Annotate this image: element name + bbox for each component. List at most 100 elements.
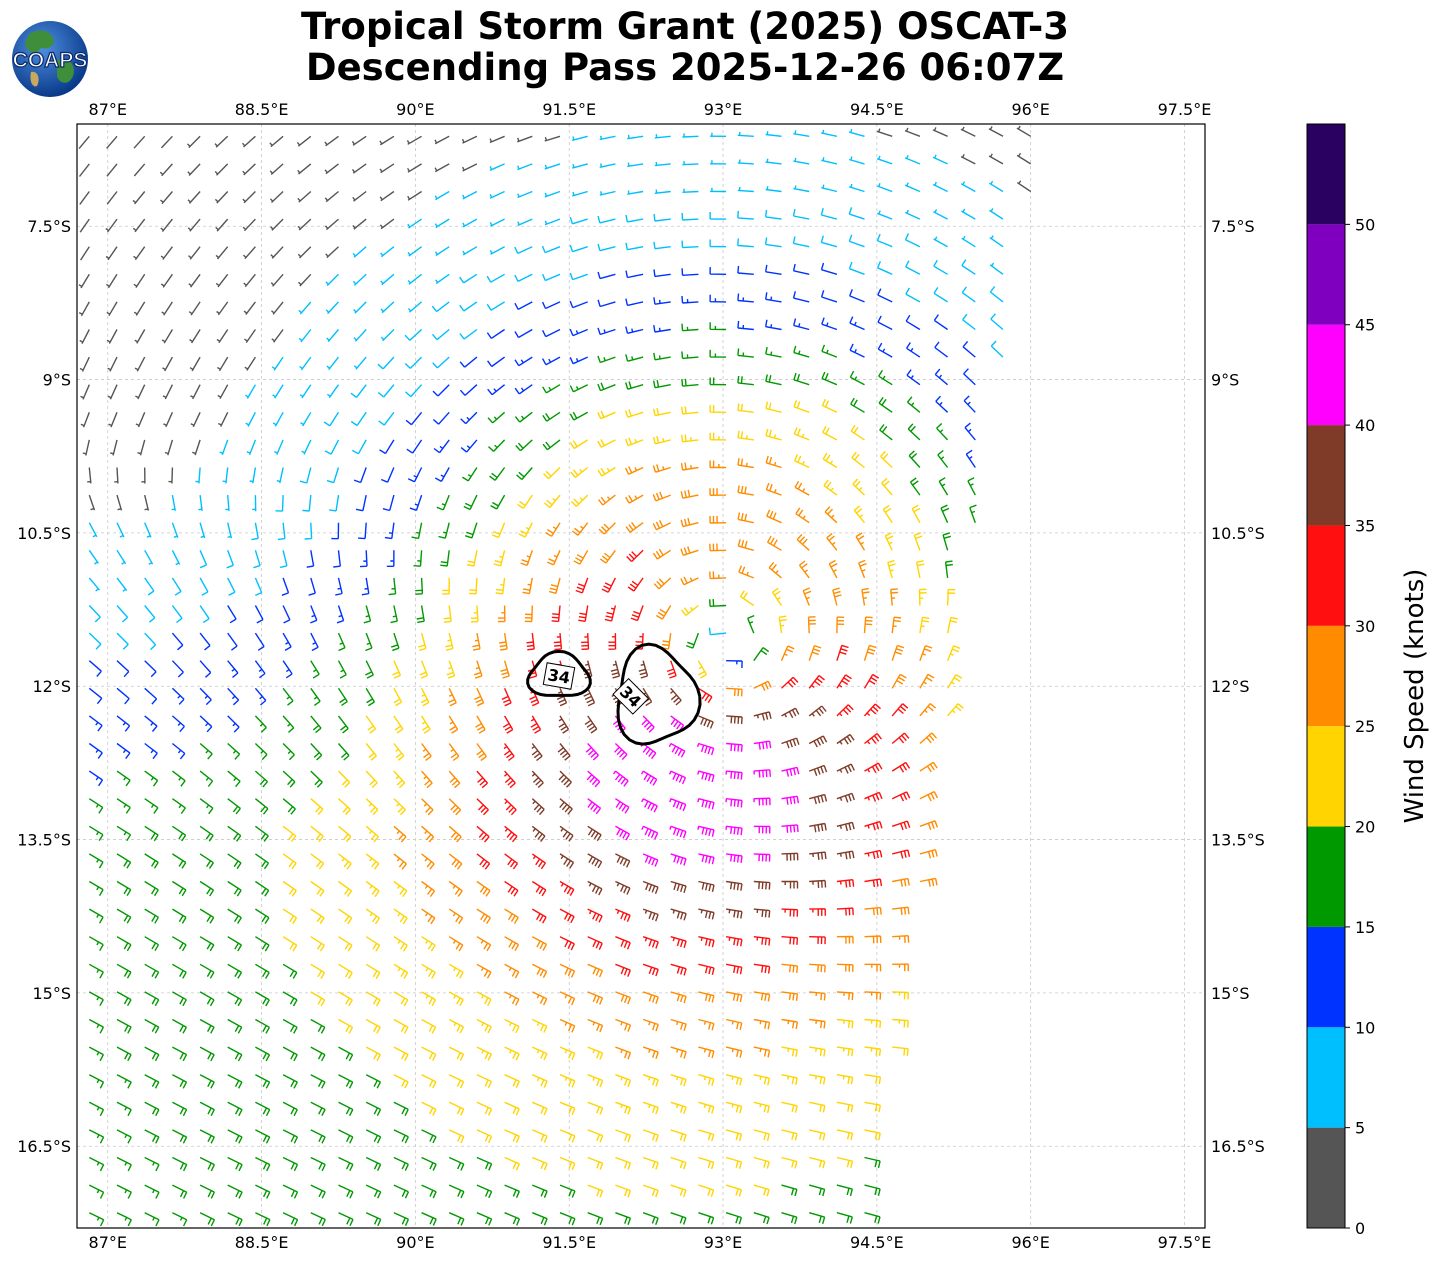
wind-barb (698, 1156, 715, 1170)
wind-barb (214, 135, 229, 148)
wind-barb (187, 218, 201, 232)
wind-barb (765, 482, 782, 496)
wind-barb (192, 439, 201, 456)
wind-barb (680, 517, 699, 528)
wind-barb (476, 936, 492, 952)
wind-barb (765, 428, 782, 441)
wind-barb (227, 522, 233, 539)
wind-barb (559, 908, 575, 924)
wind-barb (116, 1184, 132, 1199)
wind-barb (379, 135, 395, 146)
wind-barb (87, 467, 92, 484)
wind-barb (891, 820, 911, 831)
wind-barb (765, 292, 782, 303)
wind-barb (421, 880, 436, 898)
wind-barb (459, 356, 478, 368)
wind-barb (296, 135, 312, 147)
wind-barb (864, 733, 882, 745)
wind-barb (476, 1212, 493, 1226)
wind-barb (504, 1156, 520, 1171)
wind-barb (352, 190, 367, 202)
wind-barb (681, 240, 699, 249)
wind-barb (281, 577, 290, 596)
wind-barb (244, 356, 256, 371)
wind-barb (863, 703, 881, 717)
wind-barb (642, 1046, 659, 1059)
wind-barb (393, 936, 408, 952)
wind-barb (79, 356, 90, 372)
wind-barb (737, 210, 754, 220)
wind-barb (766, 535, 782, 551)
wind-barb (338, 1101, 354, 1117)
wind-barb (904, 155, 921, 165)
wind-barb (698, 880, 715, 892)
wind-barb (793, 185, 810, 193)
wind-barb (172, 1212, 188, 1227)
wind-barb (1016, 180, 1032, 193)
wind-barb (793, 157, 810, 165)
wind-barb (680, 546, 699, 556)
wind-barb (890, 588, 899, 606)
wind-barb (188, 273, 201, 288)
wind-barb (685, 632, 700, 649)
wind-barb (821, 317, 838, 331)
wind-barb (407, 190, 422, 201)
wind-barb (476, 825, 490, 843)
wind-barb (988, 180, 1004, 193)
wind-barb (172, 880, 187, 897)
wind-barb (587, 963, 604, 978)
wind-barb (365, 1046, 381, 1062)
wind-barb (338, 991, 353, 1007)
wind-barb (116, 1129, 132, 1144)
wind-barb (255, 1129, 271, 1144)
wind-barb (709, 543, 727, 552)
wind-barb (297, 190, 312, 203)
wind-barb (106, 329, 118, 344)
wind-barb (668, 770, 687, 785)
wind-barb (448, 963, 464, 979)
wind-barb (448, 715, 459, 734)
wind-barb (615, 1212, 632, 1226)
wind-barb (172, 991, 187, 1007)
wind-barb (904, 127, 921, 137)
wind-barb (781, 676, 799, 689)
wind-barb (517, 218, 533, 227)
wind-barb (710, 187, 727, 193)
wind-barb (988, 153, 1004, 165)
colorbar-bin (1307, 324, 1345, 426)
wind-barb (529, 688, 540, 707)
wind-barb (88, 1074, 105, 1089)
wind-barb (116, 715, 131, 732)
wind-barb (640, 742, 657, 760)
lat-tick-label-left: 13.5°S (17, 831, 71, 850)
wind-barb (877, 315, 893, 331)
wind-barb (448, 743, 460, 762)
wind-barb (532, 1018, 548, 1033)
wind-barb (573, 549, 589, 565)
lon-tick-label-top: 91.5°E (542, 100, 596, 119)
wind-barb (753, 1074, 771, 1086)
wind-barb (225, 495, 230, 512)
wind-barb (310, 963, 326, 979)
wind-barb (653, 577, 672, 590)
wind-barb (310, 1101, 326, 1117)
wind-barb (863, 644, 877, 661)
wind-barb (698, 715, 714, 729)
wind-barb (310, 605, 318, 624)
wind-barb (682, 188, 699, 193)
wind-barb (459, 328, 478, 340)
wind-barb (597, 215, 616, 224)
wind-barb (542, 384, 561, 394)
wind-barb (836, 1018, 854, 1029)
wind-barb (892, 906, 910, 916)
wind-barb (864, 1212, 881, 1224)
wind-barb (470, 605, 479, 623)
wind-barb (864, 1101, 881, 1113)
wind-barb (627, 162, 644, 168)
wind-barb (541, 328, 561, 338)
wind-barb (172, 1101, 188, 1117)
wind-barb (625, 494, 644, 504)
wind-barb (116, 549, 127, 565)
wind-barb (551, 605, 561, 623)
wind-barb (570, 466, 589, 478)
